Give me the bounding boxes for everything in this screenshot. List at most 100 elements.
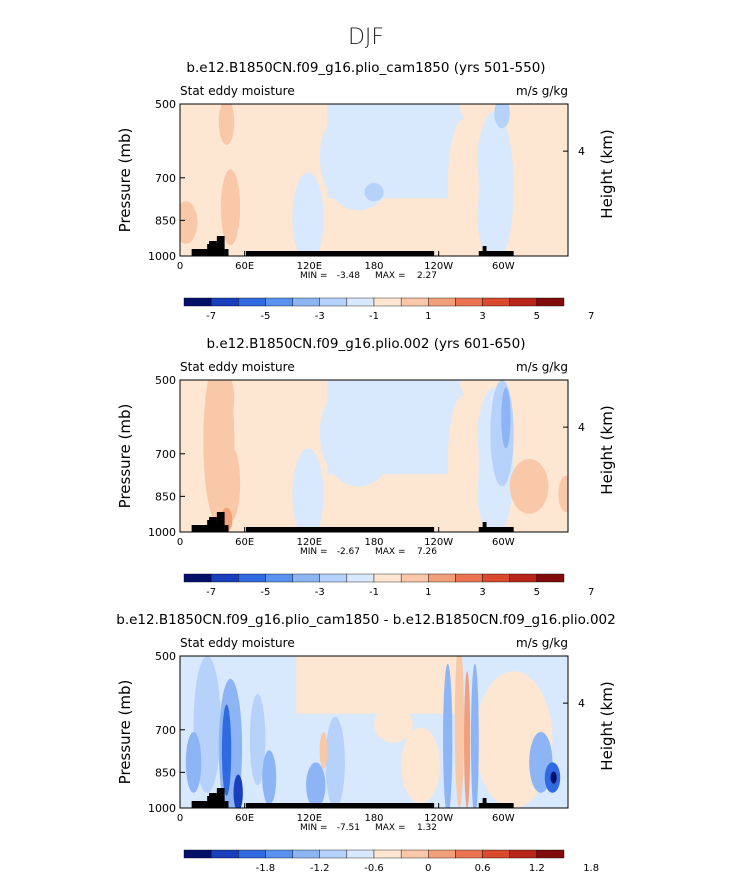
colorbar-swatch [509,849,538,859]
x-tick-label: 0 [177,813,183,824]
colorbar-swatch [265,297,293,307]
colorbar-swatch [183,297,212,307]
colorbar-label: 0.6 [475,863,491,874]
colorbar-swatch [346,849,375,859]
colorbar-swatch [265,573,293,583]
panel-title: b.e12.B1850CN.f09_g16.plio.002 (yrs 601-… [206,336,525,352]
max-value: 1.32 [417,823,437,833]
colorbar-swatch [373,849,402,859]
contour-field [180,104,568,256]
max-value: 7.26 [417,547,437,557]
colorbar-label: -1.2 [310,863,330,874]
colorbar-label: -5 [260,587,270,598]
y-tick-label: 700 [155,172,176,185]
y2-tick-label: 4 [578,145,585,158]
land-mask [191,512,514,532]
colorbar-swatch [455,297,483,307]
colorbar-label: -1.8 [256,863,276,874]
min-value: -7.51 [337,823,360,833]
colorbar-swatch [536,573,565,583]
max-label: MAX = [375,271,406,281]
colorbar-label: 1.8 [583,863,599,874]
x-tick-label: 120E [297,813,322,824]
x-tick-label: 180 [364,537,383,548]
x-tick-label: 120W [424,261,453,272]
units-label: m/s g/kg [516,636,568,650]
colorbar-label: 0 [425,863,431,874]
land-mask [191,788,514,808]
colorbar-swatch [210,297,239,307]
y2-tick-label: 4 [578,697,585,710]
colorbar-label: 3 [479,587,485,598]
colorbar-swatch [238,297,266,307]
y-tick-label: 500 [155,98,176,111]
x-tick-label: 60E [235,813,254,824]
colorbar-swatch [428,573,456,583]
colorbar-swatch [292,297,320,307]
colorbar-label: -7 [206,311,216,322]
colorbar-swatch [183,849,212,859]
x-tick-label: 60W [492,537,515,548]
colorbar-swatch [238,849,266,859]
x-tick-label: 120W [424,537,453,548]
colorbar-swatch [455,573,483,583]
colorbar-swatch [346,297,375,307]
min-label: MIN = [300,547,328,557]
colorbar-label: -3 [315,311,325,322]
panel-title: b.e12.B1850CN.f09_g16.plio_cam1850 - b.e… [116,612,615,628]
x-tick-label: 0 [177,261,183,272]
colorbar-swatch [373,573,402,583]
y-tick-label: 700 [155,724,176,737]
y-axis-label: Pressure (mb) [116,404,134,509]
max-label: MAX = [375,823,406,833]
colorbar-swatch [482,573,510,583]
x-tick-label: 60E [235,537,254,548]
colorbar-swatch [292,849,320,859]
y-tick-label: 500 [155,374,176,387]
colorbar-swatch [265,849,293,859]
max-value: 2.27 [417,271,437,281]
units-label: m/s g/kg [516,360,568,374]
y-tick-label: 500 [155,650,176,663]
x-tick-label: 60W [492,261,515,272]
y-tick-label: 1000 [148,802,176,815]
y2-tick-label: 4 [578,421,585,434]
x-tick-label: 120W [424,813,453,824]
y-tick-label: 1000 [148,526,176,539]
colorbar-swatch [346,573,375,583]
colorbar-label: 5 [534,311,540,322]
colorbar-swatch [238,573,266,583]
colorbar-swatch [428,297,456,307]
colorbar-swatch [509,573,538,583]
colorbar-label: -5 [260,311,270,322]
colorbar-label: -0.6 [364,863,384,874]
min-label: MIN = [300,823,328,833]
y-tick-label: 850 [155,490,176,503]
land-mask [191,236,514,256]
y-tick-label: 1000 [148,250,176,263]
colorbar-label: 3 [479,311,485,322]
chart-panel-3: b.e12.B1850CN.f09_g16.plio_cam1850 - b.e… [116,612,616,874]
y-tick-label: 850 [155,766,176,779]
colorbar-label: -1 [369,587,379,598]
max-label: MAX = [375,547,406,557]
y2-axis-label: Height (km) [598,129,616,218]
y2-axis-label: Height (km) [598,681,616,770]
min-value: -3.48 [337,271,361,281]
y-axis-label: Pressure (mb) [116,680,134,785]
colorbar-swatch [482,849,510,859]
colorbar-label: -3 [315,587,325,598]
min-label: MIN = [300,271,328,281]
colorbar-swatch [292,573,320,583]
colorbar-swatch [536,849,565,859]
chart-panel-2: b.e12.B1850CN.f09_g16.plio.002 (yrs 601-… [116,336,616,598]
variable-label: Stat eddy moisture [180,360,295,374]
units-label: m/s g/kg [516,84,568,98]
min-value: -2.67 [337,547,360,557]
colorbar-swatch [400,849,429,859]
variable-label: Stat eddy moisture [180,636,295,650]
y2-axis-label: Height (km) [598,405,616,494]
y-tick-label: 850 [155,214,176,227]
x-tick-label: 60W [492,813,515,824]
